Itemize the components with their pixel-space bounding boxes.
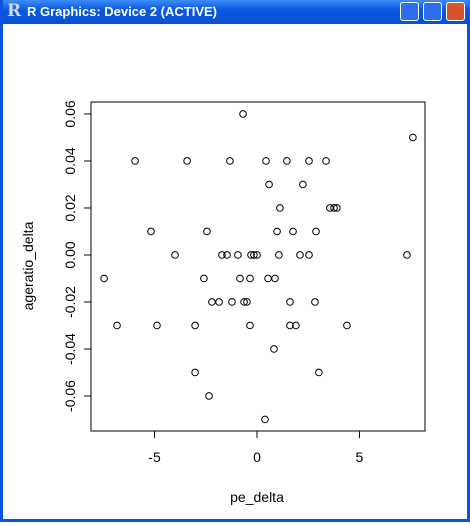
point [286, 321, 294, 330]
point [113, 321, 121, 330]
point [131, 157, 139, 165]
point [270, 345, 278, 353]
title-bar: R R Graphics: Device 2 (ACTIVE) [3, 0, 470, 24]
minimize-button[interactable] [400, 2, 419, 21]
point [153, 321, 161, 330]
point [299, 180, 307, 189]
point [261, 415, 269, 424]
y-tick-label: -0.04 [62, 333, 78, 365]
point [218, 251, 226, 259]
point [246, 274, 254, 283]
point [200, 274, 208, 283]
y-axis-label: ageratio_delta [20, 221, 36, 310]
point [240, 298, 248, 306]
point [215, 298, 223, 306]
point [333, 204, 341, 212]
close-button[interactable] [446, 2, 465, 21]
point [286, 298, 294, 306]
point [312, 227, 320, 236]
point [305, 251, 313, 259]
point [315, 368, 323, 377]
point [236, 274, 244, 283]
point [253, 251, 261, 259]
x-tick-label: -5 [148, 449, 161, 465]
point [322, 157, 330, 165]
point [265, 180, 273, 189]
point [100, 274, 108, 283]
point [203, 227, 211, 236]
point [296, 251, 304, 259]
point [262, 157, 270, 165]
point [246, 321, 254, 330]
point [305, 157, 313, 165]
point [191, 368, 199, 377]
point [311, 298, 319, 306]
point [271, 274, 279, 283]
point [283, 157, 291, 165]
y-tick-label: -0.06 [62, 380, 78, 412]
point [289, 227, 297, 236]
point [228, 298, 236, 306]
y-tick-label: 0.02 [62, 194, 78, 221]
plot-box [90, 101, 426, 432]
point [275, 251, 283, 259]
point [239, 110, 247, 118]
point [171, 251, 179, 259]
window-title: R Graphics: Device 2 (ACTIVE) [27, 4, 217, 19]
app-icon: R [7, 1, 22, 21]
point [292, 321, 300, 330]
y-tick-label: 0.04 [62, 147, 78, 174]
point [273, 227, 281, 236]
chart: pe_delta ageratio_delta -5 0 5 -0.06 -0.04 -0… [20, 100, 426, 505]
x-axis-label: pe_delta [230, 489, 284, 505]
point [403, 251, 411, 259]
x-tick-label: 0 [253, 449, 261, 465]
point [276, 204, 284, 212]
x-tick-label: 5 [356, 449, 364, 465]
point [183, 157, 191, 165]
point [243, 298, 251, 306]
point [208, 298, 216, 306]
point [247, 251, 255, 259]
point [234, 251, 242, 259]
point [223, 251, 231, 259]
point [264, 274, 272, 283]
point [409, 133, 417, 142]
point [330, 204, 338, 212]
maximize-button[interactable] [423, 2, 442, 21]
point [191, 321, 199, 330]
point [226, 157, 234, 165]
point [250, 251, 258, 259]
point [147, 227, 155, 236]
y-tick-label: 0.06 [62, 100, 78, 127]
point [343, 321, 351, 330]
y-tick-label: 0.00 [62, 241, 78, 268]
point [205, 392, 213, 400]
y-tick-label: -0.02 [62, 286, 78, 318]
